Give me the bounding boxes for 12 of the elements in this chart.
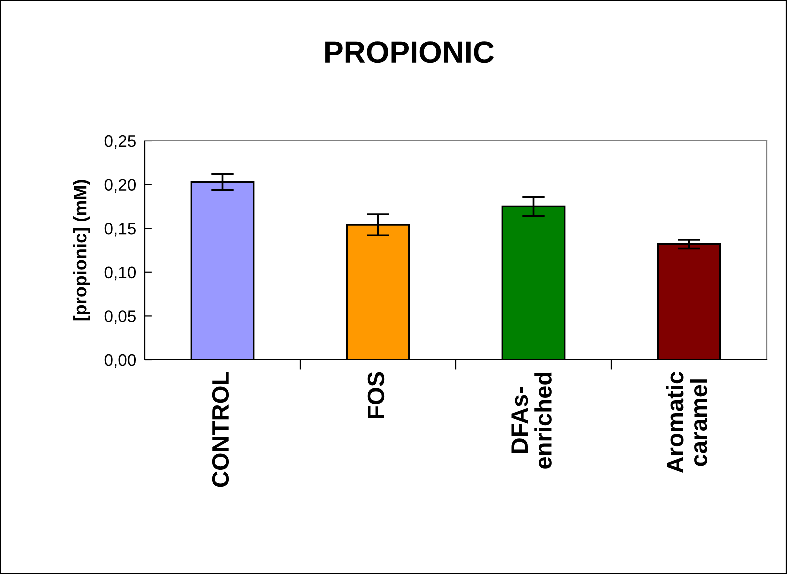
y-tick-label: 0,10 (104, 266, 136, 281)
x-tick-label: Aromatic caramel (666, 372, 708, 474)
y-tick-label: 0,00 (104, 354, 136, 368)
y-tick-label: 0,25 (104, 135, 136, 150)
y-tick-label: 0,05 (104, 310, 136, 324)
x-tick-label: CONTROL (212, 372, 230, 488)
x-tick-label: DFAs- enriched (512, 372, 552, 469)
chart-title: PROPIONIC (326, 42, 494, 64)
y-tick-label: 0,15 (104, 223, 136, 237)
y-axis-title: [propionic] (mM) (74, 180, 90, 321)
x-tick-label: FOS (368, 372, 385, 418)
y-tick-label: 0,20 (104, 179, 136, 193)
